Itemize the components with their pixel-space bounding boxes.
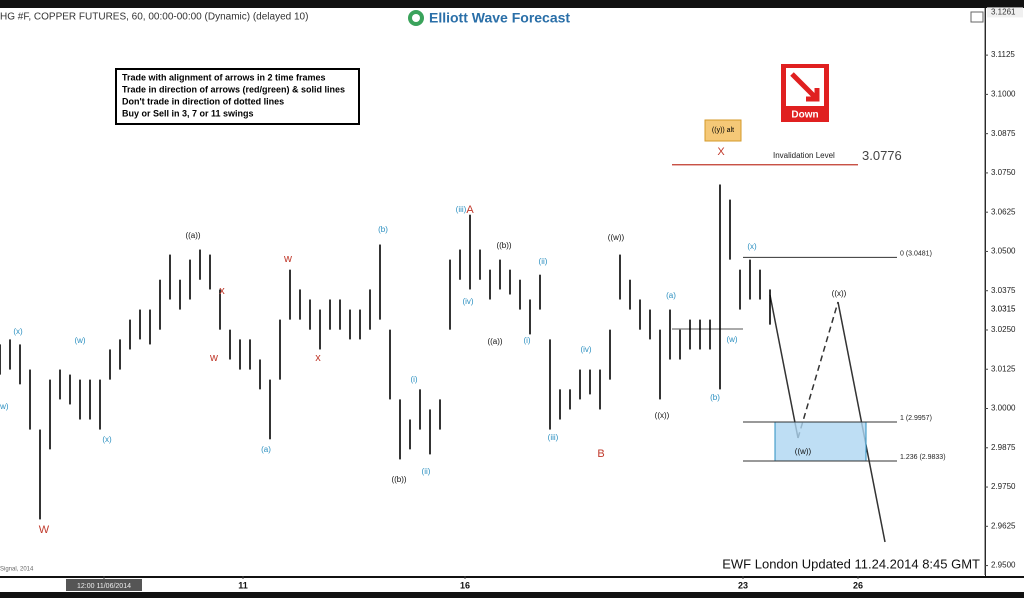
y-tick-label: 3.1125	[991, 50, 1015, 59]
signal-arrow	[790, 72, 820, 102]
wave-label: ((x))	[655, 411, 670, 420]
wave-label: B	[597, 448, 604, 460]
y-tick-label: 3.0750	[991, 168, 1016, 177]
y-tick-label: 3.0125	[991, 364, 1016, 373]
wave-label: (ii)	[422, 467, 431, 476]
rule: Don't trade in direction of dotted lines	[122, 96, 284, 106]
y-tick-label: 3.0500	[991, 247, 1016, 256]
wave-label: A	[466, 204, 474, 216]
wave-label: (x)	[747, 242, 757, 251]
price-marker-label: 3.0315	[991, 305, 1016, 314]
y-tick-label: 3.0625	[991, 207, 1016, 216]
price-marker-label: 3.1261	[991, 8, 1016, 17]
wave-label: (x)	[13, 327, 23, 336]
y-tick-label: 3.0375	[991, 286, 1016, 295]
wave-label: (iv)	[580, 345, 591, 354]
x-tick-label: 11	[238, 580, 248, 590]
x-tick-label: 16	[460, 580, 470, 590]
window-button[interactable]	[970, 11, 984, 23]
wave-label: (iii)	[548, 433, 559, 442]
invalidation-text: Invalidation Level	[773, 151, 835, 160]
rule: Trade in direction of arrows (red/green)…	[122, 84, 345, 94]
wave-label: (x)	[102, 435, 112, 444]
wave-label: (i)	[523, 336, 530, 345]
wave-label: X	[717, 146, 725, 158]
y-tick-label: 3.1000	[991, 89, 1016, 98]
wave-label: (w)	[726, 335, 737, 344]
wave-label: (iii)	[456, 205, 467, 214]
y-tick-label: 2.9500	[991, 561, 1016, 570]
alt-label: ((y)) alt	[712, 127, 734, 134]
price-axis	[986, 8, 1024, 576]
wave-label: (i)	[410, 375, 417, 384]
invalidation-value: 3.0776	[862, 148, 902, 163]
wave-label: ((a))	[185, 231, 200, 240]
logo-icon-inner	[412, 14, 420, 22]
price-marker	[987, 304, 1023, 315]
wave-label: ((b))	[391, 475, 406, 484]
wave-label: ((x))	[832, 289, 847, 298]
signal-credit: Signal, 2014	[0, 567, 34, 573]
wave-label: x	[219, 285, 225, 297]
projection-dashed	[797, 301, 839, 439]
wave-label: (w)	[0, 402, 9, 411]
wave-label: ((a))	[487, 337, 502, 346]
fib-label: 0 (3.0481)	[900, 250, 932, 257]
wave-label: w	[283, 253, 292, 265]
y-tick-label: 3.0875	[991, 129, 1016, 138]
wave-label: x	[315, 352, 321, 364]
y-tick-label: 3.0000	[991, 404, 1016, 413]
wave-label: W	[39, 524, 50, 536]
y-tick-label: 2.9750	[991, 482, 1016, 491]
wave-label: (b)	[710, 393, 720, 402]
rule: Trade with alignment of arrows in 2 time…	[122, 72, 326, 82]
logo: Elliott Wave Forecast	[408, 10, 570, 26]
logo-text: Elliott Wave Forecast	[429, 10, 570, 26]
rules-box: Trade with alignment of arrows in 2 time…	[115, 68, 360, 125]
x-tick-label: 26	[853, 580, 863, 590]
signal-box: Down	[781, 64, 829, 122]
alt-box	[704, 119, 742, 142]
rule: Buy or Sell in 3, 7 or 11 swings	[122, 108, 254, 118]
time-axis	[0, 578, 1024, 592]
footer: EWF London Updated 11.24.2014 8:45 GMT	[722, 556, 980, 571]
rules-frame	[115, 68, 360, 125]
wave-label: (iv)	[462, 297, 473, 306]
wave-label: (ii)	[539, 257, 548, 266]
price-marker	[987, 7, 1023, 18]
wave-label: w	[209, 352, 218, 364]
x-tick-label: 12:00 11/06/2014	[77, 583, 131, 590]
x-tick-box	[66, 579, 142, 591]
wave-label: ((w))	[608, 233, 625, 242]
y-tick-label: 2.9625	[991, 521, 1016, 530]
projection-line	[769, 294, 799, 439]
x-tick-label: 23	[738, 580, 748, 590]
fib-label: 1.236 (2.9833)	[900, 454, 946, 461]
signal-text: Down	[791, 110, 818, 121]
header: HG #F, COPPER FUTURES, 60, 00:00-00:00 (…	[0, 12, 308, 23]
wave-label: (b)	[378, 225, 388, 234]
wave-label: (a)	[261, 445, 271, 454]
wave-label: ((w))	[795, 447, 812, 456]
wave-label: (w)	[74, 336, 85, 345]
wave-label: ((b))	[496, 241, 511, 250]
target-box	[774, 421, 867, 462]
y-tick-label: 2.9875	[991, 443, 1016, 452]
y-tick-label: 3.0250	[991, 325, 1016, 334]
wave-label: (a)	[666, 291, 676, 300]
fib-label: 1 (2.9957)	[900, 415, 932, 422]
